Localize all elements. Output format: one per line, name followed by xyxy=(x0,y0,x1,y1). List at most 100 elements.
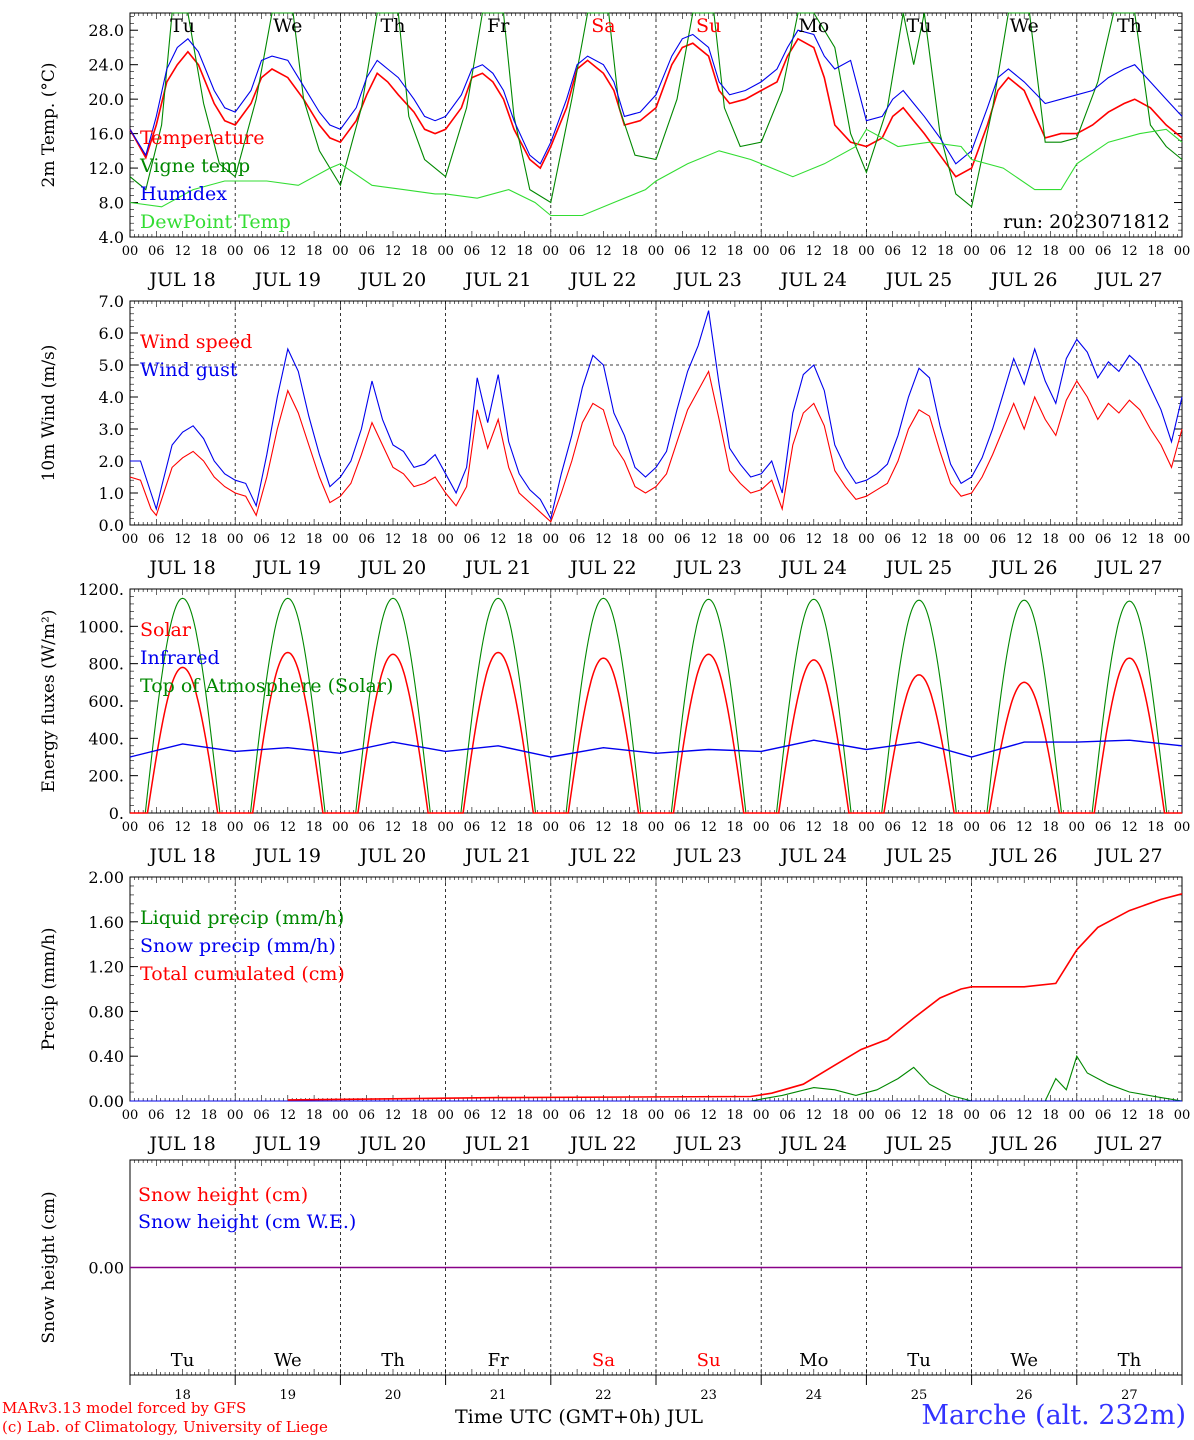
series-line xyxy=(129,12,1183,208)
day-number-label: 26 xyxy=(1016,1388,1033,1403)
model-credit: MARv3.13 model forced by GFS (c) Lab. of… xyxy=(2,1399,328,1437)
series-line xyxy=(129,739,1183,758)
hour-tick-label: 00 xyxy=(858,820,875,835)
hour-tick-label: 18 xyxy=(201,532,218,547)
hour-tick-label: 12 xyxy=(490,820,507,835)
y-tick-label: 1200. xyxy=(78,580,124,599)
hour-tick-label: 18 xyxy=(937,1108,954,1123)
date-label: JUL 24 xyxy=(779,269,847,291)
legend-entry: Wind speed xyxy=(140,331,252,353)
date-label: JUL 18 xyxy=(147,557,215,579)
series-line xyxy=(129,37,1183,178)
hour-tick-label: 00 xyxy=(437,532,454,547)
hour-tick-label: 18 xyxy=(937,820,954,835)
hour-tick-label: 00 xyxy=(648,532,665,547)
hour-tick-label: 00 xyxy=(437,1108,454,1123)
hour-tick-label: 18 xyxy=(832,1108,849,1123)
hour-tick-label: 12 xyxy=(490,532,507,547)
hour-tick-label: 18 xyxy=(832,820,849,835)
time-axis-label: Time UTC (GMT+0h) JUL xyxy=(455,1406,703,1428)
hour-tick-label: 00 xyxy=(753,532,770,547)
hour-tick-label: 12 xyxy=(595,244,612,259)
date-label: JUL 21 xyxy=(463,557,531,579)
date-label: JUL 22 xyxy=(568,557,636,579)
hour-tick-label: 18 xyxy=(727,1108,744,1123)
hour-tick-label: 06 xyxy=(253,244,270,259)
day-number-label: 21 xyxy=(490,1388,507,1403)
hour-tick-label: 12 xyxy=(700,1108,717,1123)
hour-tick-label: 06 xyxy=(253,820,270,835)
hour-tick-label: 12 xyxy=(1016,820,1033,835)
hour-tick-label: 00 xyxy=(648,1108,665,1123)
date-label: JUL 27 xyxy=(1094,1133,1162,1155)
date-label: JUL 25 xyxy=(884,269,952,291)
legend-entry: Wind gust xyxy=(140,359,238,381)
hour-tick-label: 06 xyxy=(884,1108,901,1123)
hour-tick-label: 12 xyxy=(174,532,191,547)
hour-tick-label: 06 xyxy=(569,820,586,835)
hour-tick-label: 12 xyxy=(280,244,297,259)
hour-tick-label: 06 xyxy=(358,244,375,259)
hour-tick-label: 06 xyxy=(464,244,481,259)
hour-tick-label: 06 xyxy=(779,244,796,259)
hour-tick-label: 06 xyxy=(569,1108,586,1123)
panel-wind: 0.0 1.0 2.0 3.0 4.0 5.0 6.0 7.0 10m Wind (m/s) 00… xyxy=(39,292,1190,579)
hour-tick-label: 12 xyxy=(1121,244,1138,259)
hour-tick-label: 18 xyxy=(621,820,638,835)
hour-tick-label: 00 xyxy=(332,820,349,835)
y-tick-label: 3.0 xyxy=(99,420,124,439)
hour-tick-label: 12 xyxy=(806,820,823,835)
hour-tick-label: 06 xyxy=(148,244,165,259)
series-line xyxy=(129,369,1183,523)
hour-tick-label: 06 xyxy=(990,532,1007,547)
weekday-label: We xyxy=(273,15,302,37)
weekday-label: Tu xyxy=(907,15,932,37)
hour-tick-label: 06 xyxy=(674,532,691,547)
weekday-label: Sa xyxy=(592,1350,615,1371)
weekday-label: Fr xyxy=(487,15,510,37)
hour-tick-label: 18 xyxy=(832,532,849,547)
hour-tick-label: 06 xyxy=(358,1108,375,1123)
hour-tick-label: 18 xyxy=(516,820,533,835)
hour-tick-label: 00 xyxy=(1069,244,1086,259)
date-label: JUL 24 xyxy=(779,845,847,867)
hour-tick-label: 18 xyxy=(1147,532,1164,547)
hour-tick-label: 00 xyxy=(648,244,665,259)
hour-tick-label: 12 xyxy=(1016,1108,1033,1123)
y-tick-label: 1.0 xyxy=(99,484,124,503)
y-axis-label: Snow height (cm) xyxy=(39,1191,59,1343)
hour-tick-label: 18 xyxy=(411,820,428,835)
series-line xyxy=(129,128,1183,217)
hour-tick-label: 00 xyxy=(332,244,349,259)
hour-tick-label: 00 xyxy=(858,1108,875,1123)
date-label: JUL 19 xyxy=(253,269,321,291)
y-tick-label: 1.60 xyxy=(88,913,124,932)
series-line xyxy=(129,29,1183,165)
legend-entry: Liquid precip (mm/h) xyxy=(140,907,344,929)
lab-text: (c) Lab. of Climatology, University of L… xyxy=(2,1418,328,1436)
date-label: JUL 23 xyxy=(673,269,741,291)
hour-tick-label: 18 xyxy=(306,244,323,259)
hour-tick-label: 06 xyxy=(148,820,165,835)
hour-tick-label: 18 xyxy=(1042,244,1059,259)
hour-tick-label: 00 xyxy=(1069,1108,1086,1123)
hour-tick-label: 12 xyxy=(280,1108,297,1123)
date-label: JUL 25 xyxy=(884,1133,952,1155)
day-number-label: 23 xyxy=(700,1388,717,1403)
y-axis-label: 10m Wind (m/s) xyxy=(39,345,59,482)
date-label: JUL 24 xyxy=(779,1133,847,1155)
hour-tick-label: 12 xyxy=(385,1108,402,1123)
day-number-label: 25 xyxy=(911,1388,928,1403)
y-axis-label: 2m Temp. (°C) xyxy=(39,62,59,187)
hour-tick-label: 18 xyxy=(1042,1108,1059,1123)
date-label: JUL 25 xyxy=(884,557,952,579)
weekday-label: Th xyxy=(381,1350,405,1371)
hour-tick-label: 12 xyxy=(1121,1108,1138,1123)
y-tick-label: 2.00 xyxy=(88,868,124,887)
hour-tick-label: 00 xyxy=(858,532,875,547)
date-label: JUL 21 xyxy=(463,269,531,291)
y-tick-label: 0. xyxy=(109,804,124,823)
hour-tick-label: 06 xyxy=(1095,1108,1112,1123)
hour-tick-label: 00 xyxy=(858,244,875,259)
hour-tick-label: 12 xyxy=(595,820,612,835)
